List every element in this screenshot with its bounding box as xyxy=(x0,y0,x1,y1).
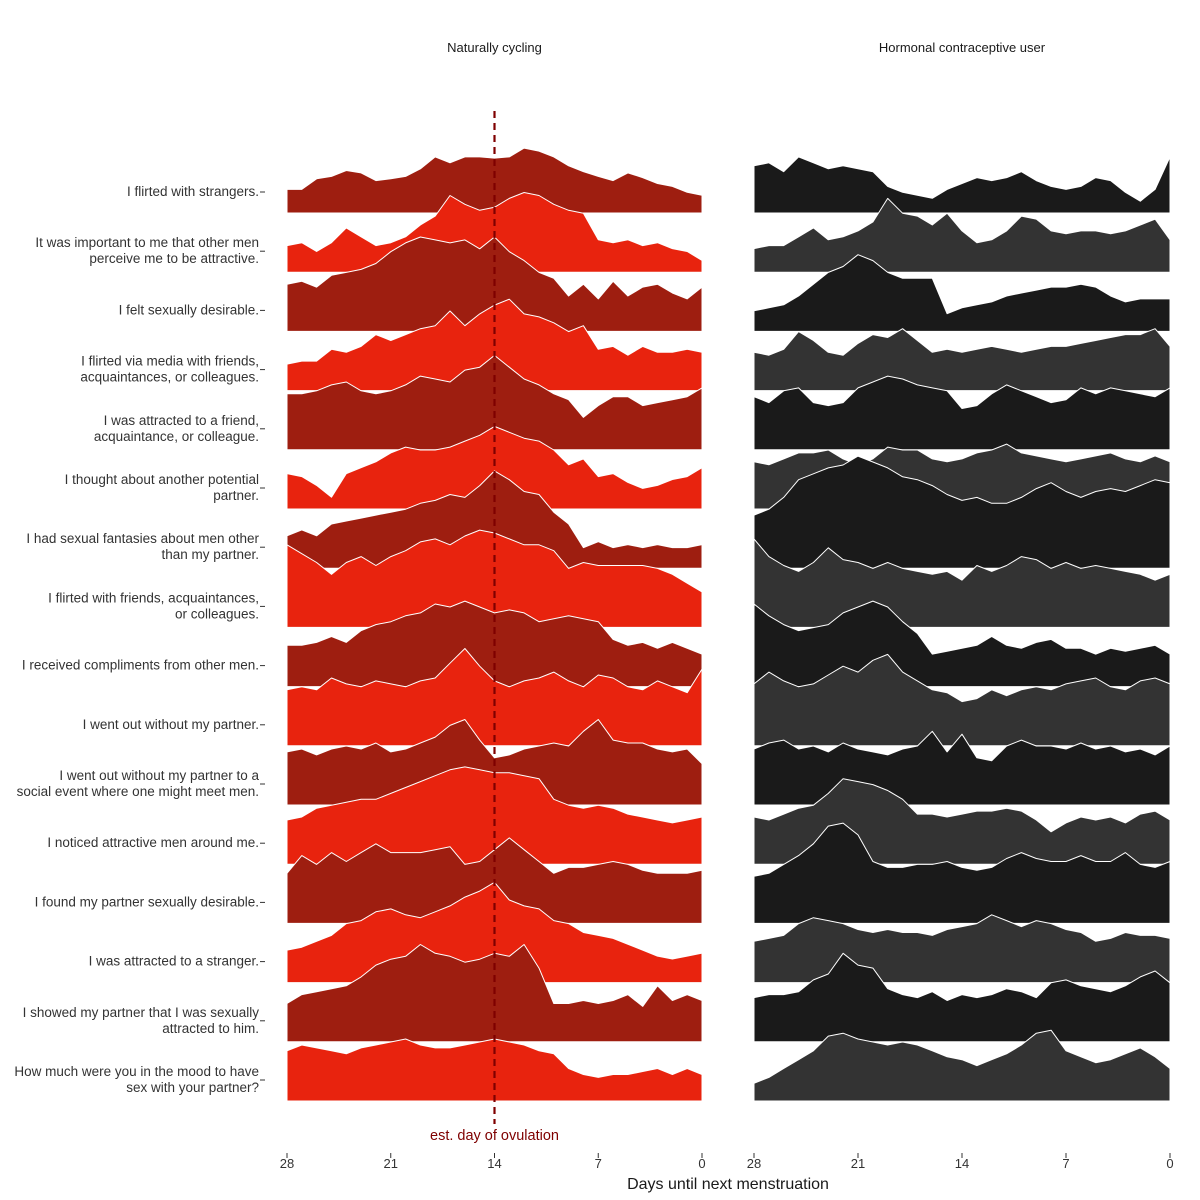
x-tick-label: 14 xyxy=(487,1156,501,1171)
ridge-nc-12 xyxy=(286,766,703,865)
item-label: I found my partner sexually desirable. xyxy=(35,894,265,909)
facet-title-nc: Naturally cycling xyxy=(447,40,542,55)
x-axes: 28 21 14 7 0 28 21 14 7 0 xyxy=(280,1153,1174,1171)
ridge-nc-1 xyxy=(286,147,703,214)
item-label: I flirted with strangers. xyxy=(127,184,265,199)
item-label-text: I had sexual fantasies about men other th… xyxy=(26,531,259,562)
item-label: I received compliments from other men. xyxy=(22,658,265,673)
ridge-nc-8 xyxy=(286,529,703,628)
ridge-hc-3 xyxy=(753,254,1171,332)
item-label-text: I went out without my partner to a social… xyxy=(17,768,260,799)
facet-titles: Naturally cycling Hormonal contraceptive … xyxy=(447,40,1046,55)
x-tick-label: 14 xyxy=(955,1156,969,1171)
ridge-hc-16 xyxy=(753,1029,1171,1102)
x-tick-label: 7 xyxy=(1062,1156,1069,1171)
item-label-text: I felt sexually desirable. xyxy=(119,302,259,317)
item-label: I was attracted to a friend, acquaintance… xyxy=(94,413,265,444)
item-label-text: I showed my partner that I was sexually a… xyxy=(23,1005,260,1036)
item-label-text: I flirted with friends, acquaintances, or… xyxy=(48,590,259,621)
item-label: I felt sexually desirable. xyxy=(119,302,265,317)
item-label-text: How much were you in the mood to have sex… xyxy=(14,1064,259,1095)
item-label: I showed my partner that I was sexually a… xyxy=(23,1005,265,1036)
item-label: I went out without my partner. xyxy=(83,717,265,732)
item-label-text: I flirted with strangers. xyxy=(127,184,259,199)
x-axis-title: Days until next menstruation xyxy=(627,1176,829,1193)
x-tick-label: 7 xyxy=(595,1156,602,1171)
ridge-hc-7 xyxy=(753,455,1171,569)
item-label-text: I went out without my partner. xyxy=(83,717,259,732)
ridge-hc-13 xyxy=(753,822,1171,924)
item-label-text: I was attracted to a stranger. xyxy=(89,954,259,969)
item-label: I flirted via media with friends, acquain… xyxy=(80,354,265,385)
item-label-text: I received compliments from other men. xyxy=(22,658,259,673)
item-label: I flirted with friends, acquaintances, or… xyxy=(48,590,265,621)
item-label-text: I flirted via media with friends, acquain… xyxy=(80,354,259,385)
ridge-hc-15 xyxy=(753,952,1171,1043)
item-label-text: I thought about another potential partner… xyxy=(65,472,259,503)
item-label-text: It was important to me that other men per… xyxy=(35,235,259,266)
ridge-hc-1 xyxy=(753,156,1171,214)
ridge-hc-14 xyxy=(753,914,1171,984)
item-labels: I flirted with strangers. It was importan… xyxy=(14,184,265,1095)
ridge-nc-6 xyxy=(286,425,703,510)
x-tick-label: 28 xyxy=(747,1156,761,1171)
item-label: I thought about another potential partner… xyxy=(65,472,265,503)
ridge-hc-4 xyxy=(753,328,1171,392)
ridge-hc-5 xyxy=(753,375,1171,451)
item-label: I was attracted to a stranger. xyxy=(89,954,265,969)
x-tick-label: 0 xyxy=(1166,1156,1173,1171)
item-label: I went out without my partner to a social… xyxy=(17,768,265,799)
ridge-hc-2 xyxy=(753,197,1171,273)
item-label: It was important to me that other men per… xyxy=(35,235,265,266)
item-label-text: I noticed attractive men around me. xyxy=(47,835,259,850)
ovulation-annotation: est. day of ovulation xyxy=(430,111,559,1144)
ridge-hc-10 xyxy=(753,653,1171,747)
ridge-hc-8 xyxy=(753,538,1171,628)
x-tick-label: 0 xyxy=(698,1156,705,1171)
x-tick-label: 28 xyxy=(280,1156,294,1171)
x-tick-label: 21 xyxy=(384,1156,398,1171)
item-label-text: I found my partner sexually desirable. xyxy=(35,894,259,909)
ridge-nc-16 xyxy=(286,1038,703,1102)
ridges-layer xyxy=(286,147,1171,1102)
item-label: I had sexual fantasies about men other th… xyxy=(26,531,265,562)
facet-title-hc: Hormonal contraceptive user xyxy=(879,40,1046,55)
x-tick-label: 21 xyxy=(851,1156,865,1171)
ovulation-label: est. day of ovulation xyxy=(430,1128,559,1144)
item-label-text: I was attracted to a friend, acquaintance… xyxy=(94,413,259,444)
ridge-hc-9 xyxy=(753,600,1171,688)
item-label: I noticed attractive men around me. xyxy=(47,835,265,850)
item-label: How much were you in the mood to have sex… xyxy=(14,1064,265,1095)
